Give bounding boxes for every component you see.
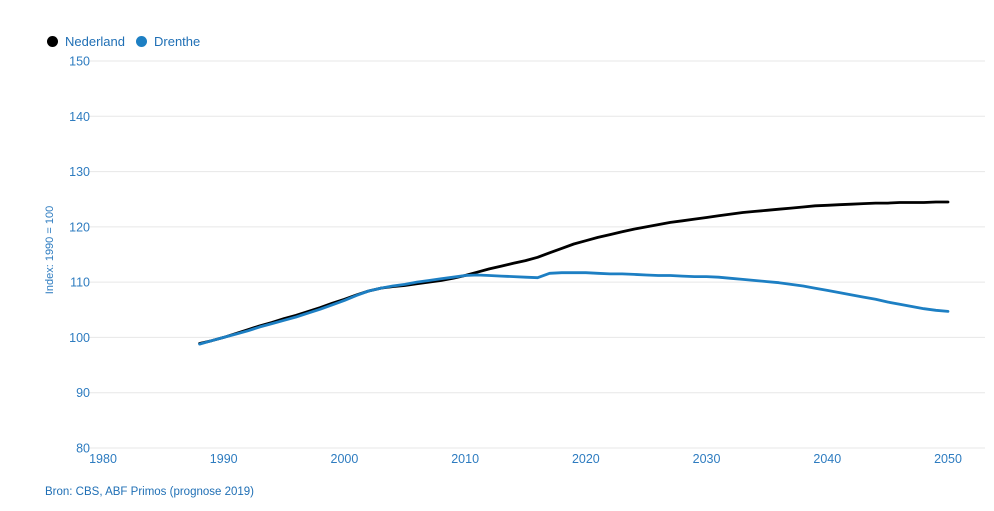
legend-item-nederland[interactable]: Nederland	[47, 34, 125, 49]
y-tick-label: 80	[76, 442, 90, 456]
legend-dot-icon	[47, 36, 58, 47]
x-tick-label: 2010	[451, 452, 479, 466]
y-tick-label: 110	[70, 276, 90, 290]
source-note: Bron: CBS, ABF Primos (prognose 2019)	[45, 486, 255, 498]
x-tick-label: 1980	[89, 452, 117, 466]
y-tick-label: 130	[69, 165, 90, 179]
x-tick-label: 2020	[572, 452, 600, 466]
y-tick-label: 90	[76, 386, 90, 400]
legend-item-drenthe[interactable]: Drenthe	[136, 34, 200, 49]
legend-label: Nederland	[65, 34, 125, 49]
x-tick-label: 2040	[813, 452, 841, 466]
series-line-nederland	[198, 200, 950, 345]
x-tick-label: 2050	[934, 452, 962, 466]
x-tick-label: 2000	[331, 452, 359, 466]
y-axis-title: Index: 1990 = 100	[44, 205, 56, 295]
y-tick-label: 140	[69, 110, 90, 124]
y-tick-label: 120	[69, 220, 90, 234]
x-tick-label: 1990	[210, 452, 238, 466]
legend-dot-icon	[136, 36, 147, 47]
y-tick-label: 150	[69, 55, 90, 69]
legend-label: Drenthe	[154, 34, 201, 49]
y-tick-label: 100	[69, 331, 90, 345]
x-tick-label: 2030	[693, 452, 721, 466]
chart-legend: Nederland Drenthe	[47, 34, 200, 49]
series-line-drenthe	[198, 271, 950, 346]
